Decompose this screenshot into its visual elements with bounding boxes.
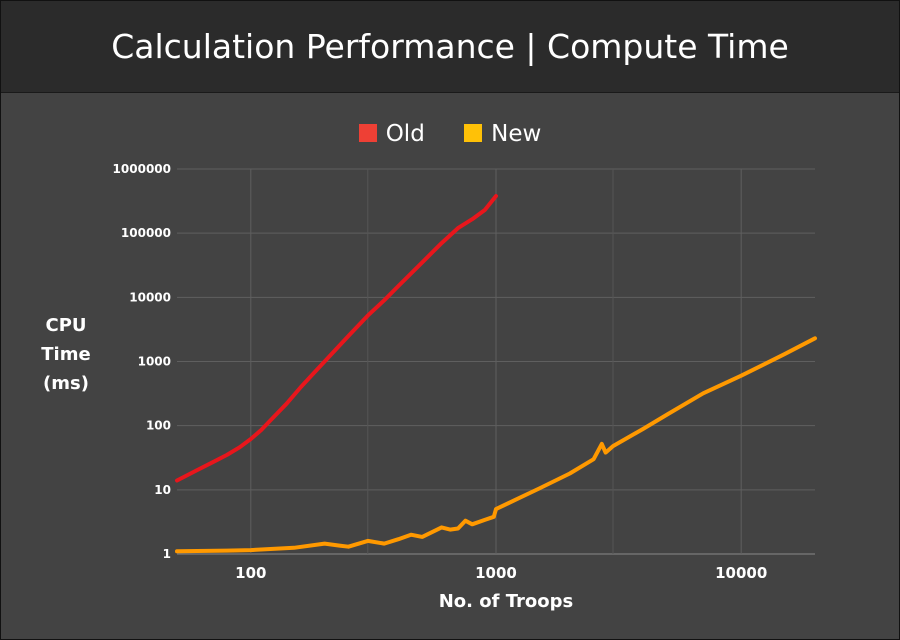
y-axis-label-line-2: Time <box>41 344 91 365</box>
legend: Old New <box>1 121 899 147</box>
x-axis-label: No. of Troops <box>438 591 574 612</box>
x-tick-label: 1000 <box>475 564 517 582</box>
title-bar: Calculation Performance | Compute Time <box>1 1 899 93</box>
legend-item-new[interactable]: New <box>464 121 541 147</box>
y-tick-label: 1000000 <box>113 162 171 176</box>
legend-swatch-old <box>358 124 377 142</box>
y-tick-label: 1 <box>163 547 171 561</box>
y-tick-label: 10000 <box>129 290 171 304</box>
y-tick-label: 1000 <box>138 355 171 369</box>
legend-swatch-new <box>464 124 483 142</box>
y-axis-label-line-1: CPU <box>45 315 87 336</box>
series-line-new <box>175 336 817 554</box>
y-axis-label-line-3: (ms) <box>43 373 89 394</box>
x-tick-label: 10000 <box>715 564 767 582</box>
series-line-old <box>175 194 498 483</box>
legend-item-old[interactable]: Old <box>358 121 425 147</box>
chart-title: Calculation Performance | Compute Time <box>111 27 789 66</box>
legend-label-old: Old <box>385 121 425 147</box>
y-tick-label: 10 <box>154 483 171 497</box>
x-tick-label: 100 <box>235 564 266 582</box>
y-tick-label: 100 <box>146 419 171 433</box>
y-axis-label: CPU Time (ms) <box>21 311 111 398</box>
y-tick-label: 100000 <box>121 226 171 240</box>
legend-label-new: New <box>491 121 542 147</box>
